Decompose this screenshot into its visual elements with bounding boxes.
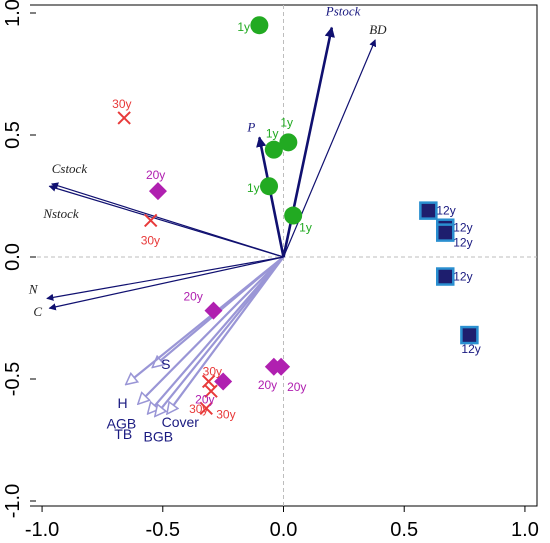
y-tick-label: -1.0 [2,484,24,518]
point-30y-4-label: 30y [189,402,208,416]
point-12y-2-label: 12y [453,221,472,235]
point-1y-2 [264,140,283,159]
point-20y-2-label: 20y [183,290,202,304]
response-vector-agb [139,256,285,403]
point-20y-3 [214,372,233,391]
point-12y-5 [460,325,479,345]
env-vector-p [256,136,285,258]
point-30y-3 [201,374,216,389]
point-12y-1-label: 12y [436,204,455,218]
point-12y-1 [419,201,438,220]
point-1y-4-label: 1y [247,181,260,195]
x-tick-label: 0.5 [390,519,418,541]
response-label-h: H [118,395,128,411]
point-1y-4 [260,177,279,196]
point-1y-1-label: 1y [237,20,250,34]
env-vector-nstock [48,184,284,258]
point-30y-5 [199,401,213,415]
axis-ticks-layer: -1.0 -0.5 0.0 0.5 1.0 -1.0 -0.5 0.0 0.5 1.0 [2,0,539,541]
x-tick-label: -1.0 [25,519,59,541]
env-label-nstock: Nstock [42,206,79,221]
point-20y-1-label: 20y [146,168,165,182]
y-tick-label: -0.5 [2,362,24,396]
point-1y-2-label: 1y [266,127,279,141]
point-30y-2-label: 30y [141,233,160,247]
env-vector-n [46,256,284,301]
point-30y-4 [204,384,218,398]
point-12y-3 [436,223,455,242]
response-vector-tb [148,256,285,413]
point-30y-3-label: 30y [203,364,222,378]
point-1y-3 [279,133,298,152]
point-20y-4-label: 20y [258,378,277,392]
point-1y-1 [250,16,269,35]
response-vectors-layer [127,256,285,416]
env-vector-c [48,256,284,311]
x-tick-label: 1.0 [511,519,539,541]
env-label-c: C [33,304,42,319]
response-vector-cover [168,256,285,413]
env-vector-bd [282,39,377,258]
env-label-cstock: Cstock [52,161,88,176]
y-tick-label: 0.0 [2,243,24,271]
point-20y-2 [204,301,223,320]
point-12y-4 [436,267,455,286]
point-12y-4-label: 12y [453,270,472,284]
env-label-p: P [246,119,255,134]
point-30y-2 [144,213,158,228]
point-30y-5-label: 30y [216,407,235,421]
point-1y-3-label: 1y [280,115,293,129]
x-tick-label: -0.5 [146,519,180,541]
response-label-s: S [161,356,170,372]
env-label-pstock: Pstock [325,4,361,19]
x-tick-label: 0.0 [270,519,298,541]
y-tick-label: 0.5 [2,121,24,149]
response-label-tb: TB [114,426,132,442]
point-20y-5-label: 20y [287,380,306,394]
point-30y-1 [117,111,131,125]
env-vectors-layer [46,26,377,311]
point-12y-5-label: 12y [461,342,480,356]
response-label-cover: Cover [162,414,200,430]
point-20y-3-label: 20y [195,392,214,406]
point-20y-5 [272,357,291,376]
env-label-bd: BD [369,22,387,37]
sample-points-layer [117,16,479,415]
response-vector-bgb [156,256,285,416]
response-label-bgb: BGB [144,429,174,445]
point-30y-1-label: 30y [112,97,131,111]
point-20y-1 [148,182,167,201]
point-1y-5 [284,206,303,225]
env-label-n: N [28,281,39,296]
point-1y-5-label: 1y [299,221,312,235]
y-tick-label: 1.0 [2,0,24,27]
point-12y-3-label: 12y [453,236,472,250]
response-vector-h [127,256,285,384]
response-label-agb: AGB [107,415,137,431]
